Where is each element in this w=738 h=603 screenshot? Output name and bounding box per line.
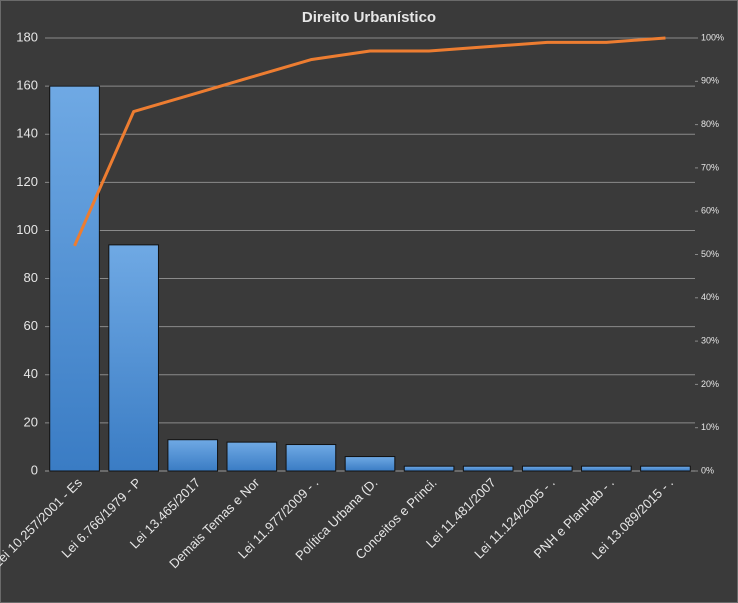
y2-tick-label: 50%	[701, 249, 719, 259]
y-tick-label: 100	[16, 222, 38, 237]
cumulative-line	[73, 36, 666, 247]
y-tick-label: 20	[24, 414, 38, 429]
y2-tick-label: 30%	[701, 335, 719, 345]
y-tick-label: 40	[24, 366, 38, 381]
chart-title: Direito Urbanístico	[302, 9, 436, 26]
y2-tick-label: 70%	[701, 162, 719, 172]
bar	[108, 244, 159, 472]
y-tick-label: 0	[31, 462, 38, 477]
bar	[344, 456, 396, 472]
bar	[285, 444, 337, 472]
y2-tick-label: 0%	[701, 465, 714, 475]
y-tick-label: 60	[24, 318, 38, 333]
y-tick-label: 120	[16, 174, 38, 189]
y-tick-label: 180	[16, 29, 38, 44]
y2-tick-label: 20%	[701, 379, 719, 389]
bar	[521, 465, 573, 472]
bar	[640, 465, 691, 472]
bar	[403, 465, 455, 472]
y2-tick-label: 100%	[701, 32, 724, 42]
y-tick-label: 160	[16, 78, 38, 93]
y2-tick-label: 10%	[701, 422, 719, 432]
y2-tick-label: 80%	[701, 119, 719, 129]
y2-tick-label: 60%	[701, 206, 719, 216]
bar	[462, 465, 514, 472]
y2-tick-label: 40%	[701, 292, 719, 302]
bar	[49, 85, 100, 472]
y2-tick-label: 90%	[701, 76, 719, 86]
bar	[167, 439, 219, 472]
y-tick-label: 140	[16, 126, 38, 141]
y-tick-label: 80	[24, 270, 38, 285]
bar	[226, 441, 278, 472]
bar	[581, 465, 632, 472]
